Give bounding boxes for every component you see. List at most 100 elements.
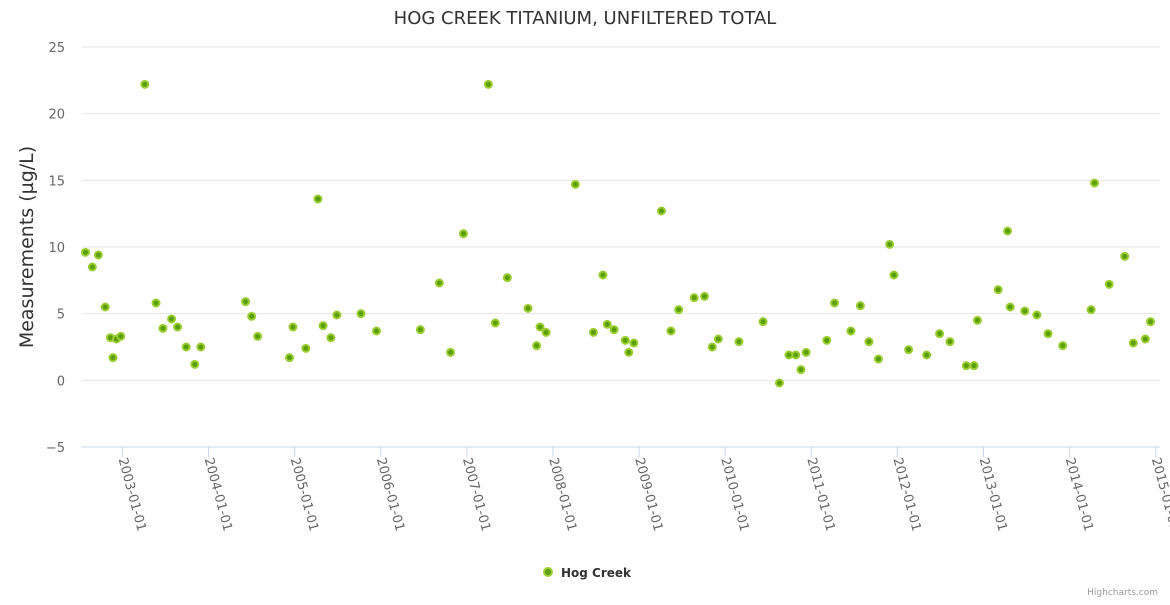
data-point[interactable] [253, 331, 263, 341]
data-point[interactable] [190, 359, 200, 369]
data-point[interactable] [846, 326, 856, 336]
y-axis-ticks: −5 0 5 10 15 20 25 [46, 41, 65, 456]
data-point[interactable] [356, 309, 366, 319]
data-point[interactable] [864, 337, 874, 347]
data-point[interactable] [1020, 306, 1030, 316]
data-point[interactable] [570, 179, 580, 189]
data-point[interactable] [446, 347, 456, 357]
data-point[interactable] [326, 333, 336, 343]
data-point[interactable] [93, 250, 103, 260]
y-tick-label: 15 [48, 174, 65, 189]
data-point[interactable] [609, 325, 619, 335]
data-point[interactable] [285, 353, 295, 363]
data-point[interactable] [734, 337, 744, 347]
data-point[interactable] [889, 270, 899, 280]
credits-link[interactable]: Highcharts.com [1087, 588, 1158, 598]
data-point[interactable] [173, 322, 183, 332]
data-point[interactable] [624, 347, 634, 357]
data-point[interactable] [483, 79, 493, 89]
x-tick-label: 2010-01-01 [717, 456, 751, 533]
data-point[interactable] [993, 285, 1003, 295]
data-point[interactable] [247, 311, 257, 321]
data-point[interactable] [100, 302, 110, 312]
data-point[interactable] [371, 326, 381, 336]
data-point[interactable] [758, 317, 768, 327]
data-point[interactable] [855, 301, 865, 311]
data-point[interactable] [1146, 317, 1156, 327]
data-point[interactable] [656, 206, 666, 216]
data-point[interactable] [332, 310, 342, 320]
legend-item-hog-creek[interactable]: Hog Creek [543, 566, 632, 580]
data-point[interactable] [1032, 310, 1042, 320]
data-point[interactable] [666, 326, 676, 336]
data-point[interactable] [523, 303, 533, 313]
legend-label: Hog Creek [561, 566, 632, 580]
data-point[interactable] [904, 345, 914, 355]
data-point[interactable] [700, 291, 710, 301]
data-point[interactable] [502, 273, 512, 283]
data-point[interactable] [796, 365, 806, 375]
data-point[interactable] [774, 378, 784, 388]
data-point[interactable] [116, 331, 126, 341]
data-point[interactable] [313, 194, 323, 204]
data-point[interactable] [1086, 305, 1096, 315]
data-point[interactable] [1128, 338, 1138, 348]
data-point[interactable] [167, 314, 177, 324]
data-point[interactable] [922, 350, 932, 360]
data-point[interactable] [935, 329, 945, 339]
data-point[interactable] [80, 247, 90, 257]
data-point[interactable] [241, 297, 251, 307]
data-point[interactable] [598, 270, 608, 280]
data-point[interactable] [713, 334, 723, 344]
data-point[interactable] [689, 293, 699, 303]
data-point[interactable] [707, 342, 717, 352]
data-point[interactable] [629, 338, 639, 348]
data-point[interactable] [1058, 341, 1068, 351]
data-point[interactable] [822, 335, 832, 345]
data-point[interactable] [108, 353, 118, 363]
y-axis-label: Measurements (µg/L) [16, 146, 38, 348]
data-point[interactable] [318, 321, 328, 331]
data-point[interactable] [158, 323, 168, 333]
data-point[interactable] [434, 278, 444, 288]
data-point[interactable] [801, 347, 811, 357]
data-point[interactable] [969, 361, 979, 371]
data-point[interactable] [1090, 178, 1100, 188]
data-point[interactable] [541, 327, 551, 337]
data-point[interactable] [873, 354, 883, 364]
data-point[interactable] [885, 239, 895, 249]
y-tick-label: 10 [48, 241, 65, 256]
data-point[interactable] [301, 343, 311, 353]
data-point[interactable] [961, 361, 971, 371]
data-point[interactable] [602, 319, 612, 329]
data-point[interactable] [830, 298, 840, 308]
data-point[interactable] [972, 315, 982, 325]
data-point[interactable] [1043, 329, 1053, 339]
data-point[interactable] [674, 305, 684, 315]
data-point[interactable] [1140, 334, 1150, 344]
legend-marker-icon [543, 567, 553, 577]
data-point[interactable] [791, 350, 801, 360]
data-point[interactable] [1005, 302, 1015, 312]
data-point[interactable] [1003, 226, 1013, 236]
data-point[interactable] [535, 322, 545, 332]
data-point[interactable] [1104, 279, 1114, 289]
y-tick-label: −5 [46, 441, 65, 456]
data-point[interactable] [532, 341, 542, 351]
data-point[interactable] [140, 79, 150, 89]
data-point[interactable] [196, 342, 206, 352]
data-point[interactable] [1120, 251, 1130, 261]
data-point[interactable] [458, 229, 468, 239]
x-tick-label: 2004-01-01 [201, 456, 235, 533]
data-point[interactable] [87, 262, 97, 272]
y-tick-label: 25 [48, 41, 65, 56]
data-point[interactable] [151, 298, 161, 308]
data-point[interactable] [945, 337, 955, 347]
data-point[interactable] [490, 318, 500, 328]
data-point[interactable] [288, 322, 298, 332]
data-point[interactable] [415, 325, 425, 335]
data-point[interactable] [588, 327, 598, 337]
data-point[interactable] [181, 342, 191, 352]
data-point[interactable] [620, 335, 630, 345]
